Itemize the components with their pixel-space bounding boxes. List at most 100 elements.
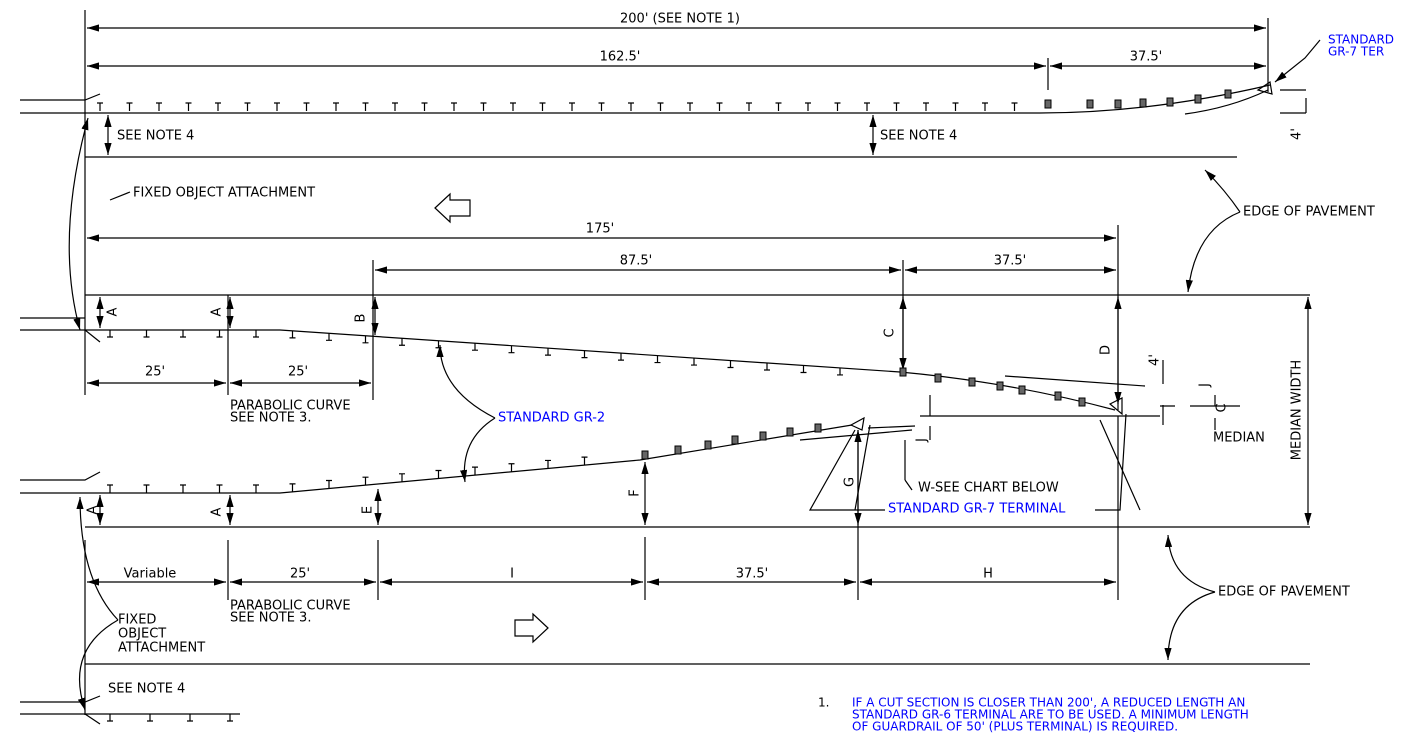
label: MEDIAN WIDTH <box>1290 360 1305 460</box>
post <box>923 102 929 111</box>
offset-label: A <box>86 505 101 514</box>
post <box>97 102 103 111</box>
dimension: 37.5' <box>994 254 1027 269</box>
post <box>628 102 634 111</box>
label: OBJECT <box>118 627 166 642</box>
offset-label: E <box>361 506 376 514</box>
post <box>253 330 259 338</box>
offset-label: 4' <box>1290 128 1305 140</box>
post <box>289 483 296 492</box>
curve-note: SEE NOTE 3. <box>230 611 311 626</box>
post <box>253 484 259 493</box>
blocked-post <box>674 445 682 455</box>
post <box>1011 102 1018 111</box>
blocked-post <box>1086 99 1094 109</box>
blocked-post <box>1078 397 1086 407</box>
blocked-post <box>786 427 794 437</box>
blocked-post <box>968 377 976 387</box>
gr7-label: STANDARD GR-7 TERMINAL <box>888 502 1066 517</box>
blocked-post <box>1166 97 1174 107</box>
post <box>147 714 153 722</box>
post <box>654 355 661 364</box>
dimension: 37.5' <box>1130 50 1163 65</box>
blocked-post <box>1139 98 1147 108</box>
blocked-post <box>1054 391 1062 401</box>
post <box>227 714 233 722</box>
blocked-post <box>1194 94 1202 104</box>
dimension: H <box>983 567 993 582</box>
post <box>657 102 664 111</box>
post <box>480 102 487 111</box>
post <box>618 353 624 361</box>
post <box>775 102 782 111</box>
post <box>362 335 369 344</box>
post <box>691 358 697 366</box>
post <box>508 345 515 354</box>
dimension: 25' <box>290 567 310 582</box>
post <box>216 484 223 493</box>
label: EDGE OF PAVEMENT <box>1218 585 1350 600</box>
post <box>399 473 405 482</box>
label: FIXED <box>118 613 156 628</box>
blocked-post <box>899 367 907 377</box>
post <box>399 338 405 346</box>
post <box>598 102 605 111</box>
note-ref: SEE NOTE 4 <box>880 129 957 144</box>
post <box>569 102 575 111</box>
curve-note: PARABOLIC CURVE <box>230 599 351 614</box>
post <box>180 330 186 338</box>
post <box>216 330 223 338</box>
blocked-post <box>1044 99 1052 109</box>
post <box>510 102 516 111</box>
blocked-post <box>934 373 942 383</box>
post <box>472 343 478 351</box>
offset-label: A <box>106 307 121 316</box>
post <box>289 330 296 339</box>
post <box>545 348 551 356</box>
post <box>727 360 734 369</box>
note-ref: SEE NOTE 4 <box>108 682 185 697</box>
post <box>800 365 807 374</box>
post <box>834 102 841 111</box>
blocked-post <box>996 381 1004 391</box>
blocked-post <box>1114 99 1122 109</box>
blocked-post <box>1018 385 1026 395</box>
blocked-post <box>731 435 739 445</box>
post <box>764 362 770 371</box>
post <box>508 463 515 472</box>
post <box>864 102 870 111</box>
terminal-label: STANDARD <box>1328 33 1394 47</box>
post <box>716 102 723 111</box>
offset-label: J <box>1198 383 1213 388</box>
post <box>274 102 280 111</box>
curve-note: PARABOLIC CURVE <box>230 399 351 414</box>
dimension: 25' <box>288 365 308 380</box>
post <box>472 466 478 476</box>
blocked-post <box>814 423 822 433</box>
blocked-post <box>704 440 712 450</box>
blocked-post <box>759 431 767 441</box>
label: EDGE OF PAVEMENT <box>1243 205 1375 220</box>
post <box>545 459 551 469</box>
label: FIXED OBJECT ATTACHMENT <box>133 186 315 201</box>
offset-label: C <box>1215 403 1230 412</box>
post <box>539 102 546 111</box>
offset-label: 4' <box>1148 354 1163 366</box>
post <box>143 484 150 493</box>
blocked-post <box>1224 89 1232 99</box>
post <box>687 102 693 111</box>
post <box>392 102 398 111</box>
post <box>326 333 332 341</box>
post <box>581 350 588 359</box>
post <box>952 102 959 111</box>
post <box>362 102 369 111</box>
post <box>451 102 457 111</box>
offset-label: A <box>210 507 225 516</box>
note-ref: SEE NOTE 4 <box>117 129 194 144</box>
post <box>180 484 186 493</box>
blocked-post <box>641 450 649 460</box>
dimension: 200' (SEE NOTE 1) <box>620 12 740 27</box>
linework <box>20 10 1321 725</box>
post <box>303 102 310 111</box>
